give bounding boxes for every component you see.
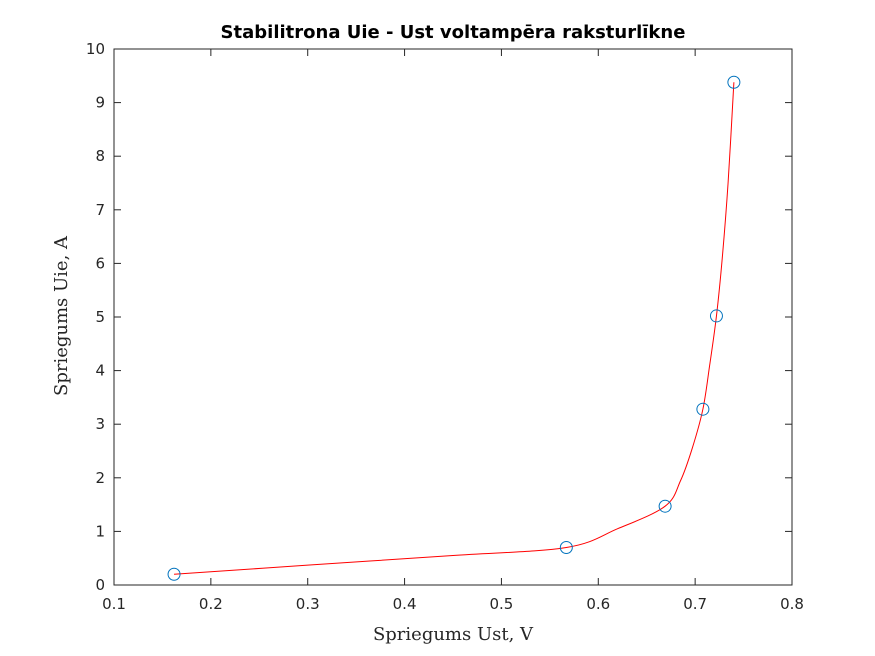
y-tick-label: 5 — [95, 308, 105, 326]
y-tick-label: 9 — [95, 94, 105, 112]
x-tick-label: 0.4 — [393, 595, 417, 613]
y-tick-label: 2 — [95, 469, 105, 487]
x-tick-label: 0.3 — [296, 595, 320, 613]
y-tick-label: 0 — [95, 576, 105, 594]
y-axis-label: Spriegums Uie, A — [51, 235, 72, 396]
x-tick-label: 0.1 — [102, 595, 126, 613]
y-ticks: 0 1 2 3 4 5 6 7 8 9 10 — [86, 40, 792, 594]
fit-curve-line — [174, 82, 735, 575]
x-tick-label: 0.6 — [586, 595, 610, 613]
y-tick-label: 7 — [95, 201, 105, 219]
x-tick-label: 0.7 — [683, 595, 707, 613]
data-point-marker — [658, 499, 672, 513]
y-tick-label: 8 — [95, 147, 105, 165]
y-tick-label: 6 — [95, 254, 105, 272]
y-tick-label: 4 — [95, 362, 105, 380]
y-tick-label: 10 — [86, 40, 105, 58]
data-point-marker — [559, 540, 573, 554]
x-tick-label: 0.8 — [780, 595, 804, 613]
y-tick-label: 3 — [95, 415, 105, 433]
data-point-marker — [696, 402, 710, 416]
x-axis-label: Spriegums Ust, V — [373, 624, 534, 645]
chart-title: Stabilitrona Uie - Ust voltampēra rakstu… — [221, 22, 686, 43]
fit-curve-layer — [174, 82, 735, 575]
data-point-marker — [727, 75, 741, 89]
data-point-marker — [167, 567, 181, 581]
data-point-marker — [709, 309, 723, 323]
marker-layer — [167, 75, 741, 581]
y-tick-label: 1 — [95, 522, 105, 540]
x-tick-label: 0.2 — [199, 595, 223, 613]
x-ticks: 0.1 0.2 0.3 0.4 0.5 0.6 0.7 0.8 — [102, 49, 804, 613]
plot-area — [114, 49, 792, 585]
x-tick-label: 0.5 — [489, 595, 513, 613]
